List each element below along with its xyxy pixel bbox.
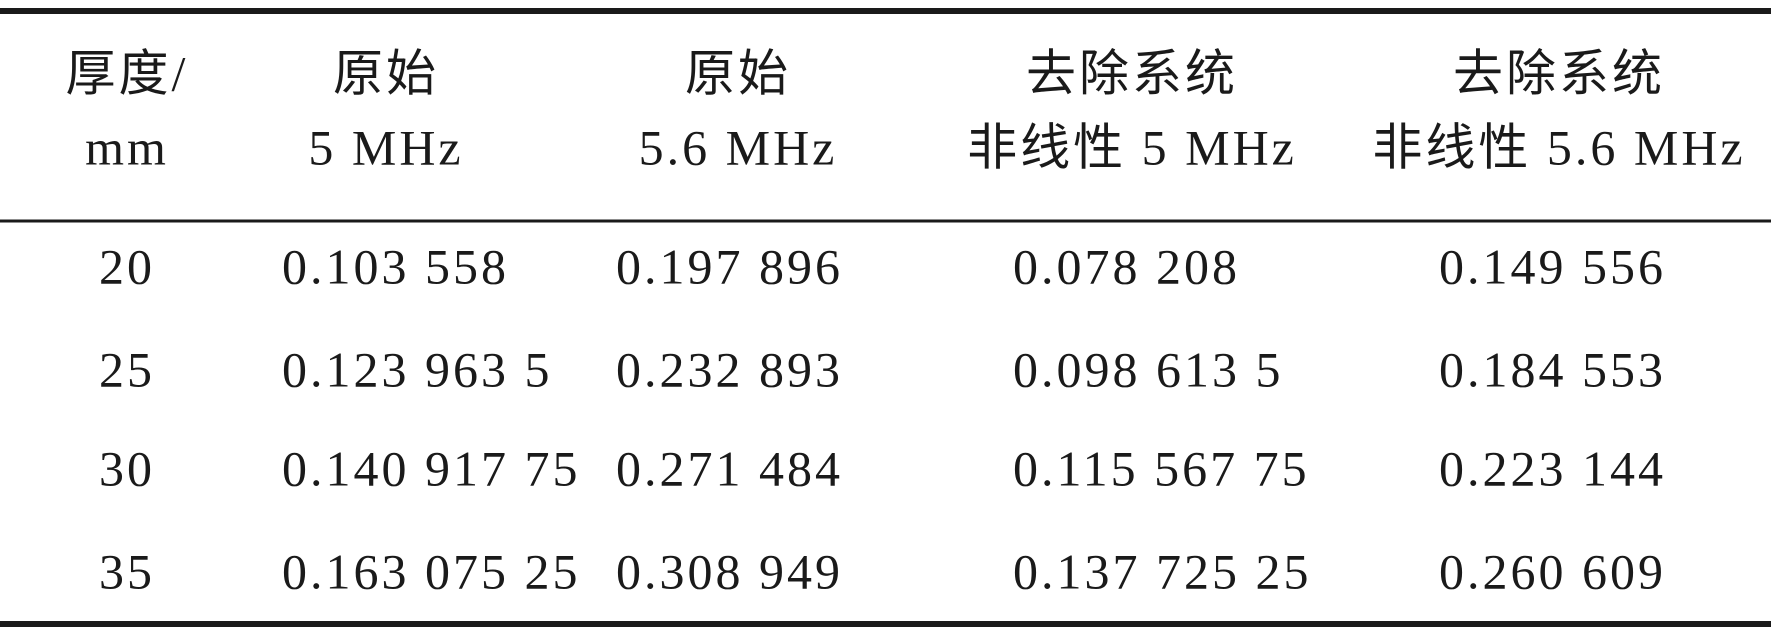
header-cell: 厚度/ xyxy=(66,45,189,101)
table-cell: 0.223 144 xyxy=(1439,440,1666,496)
table-cell: 0.137 725 25 xyxy=(1013,543,1312,599)
table-cell: 0.163 075 25 xyxy=(282,543,581,599)
header-cell: 非线性 5 MHz xyxy=(967,119,1297,175)
header-cell: 5.6 MHz xyxy=(639,119,838,175)
table-cell: 0.098 613 5 xyxy=(1013,341,1284,397)
table-cell: 0.271 484 xyxy=(616,440,843,496)
table-cell: 0.123 963 5 xyxy=(282,341,553,397)
table-cell: 0.308 949 xyxy=(616,543,843,599)
header-cell: 原始 xyxy=(685,45,791,101)
table-cell: 25 xyxy=(99,341,155,397)
table-cell: 0.260 609 xyxy=(1439,543,1666,599)
header-cell: 去除系统 xyxy=(1453,45,1665,101)
table-cell: 0.115 567 75 xyxy=(1013,440,1310,496)
table-cell: 0.232 893 xyxy=(616,341,843,397)
table-cell: 0.149 556 xyxy=(1439,238,1666,294)
table-cell: 35 xyxy=(99,543,155,599)
table-cell: 0.078 208 xyxy=(1013,238,1240,294)
header-cell: 非线性 5.6 MHz xyxy=(1372,119,1745,175)
table-cell: 30 xyxy=(99,440,155,496)
header-cell: mm xyxy=(85,119,169,175)
table-cell: 0.140 917 75 xyxy=(282,440,581,496)
table-cell: 0.197 896 xyxy=(616,238,843,294)
header-cell: 原始 xyxy=(333,45,439,101)
table-cell: 0.184 553 xyxy=(1439,341,1666,397)
table-cell: 0.103 558 xyxy=(282,238,509,294)
header-cell: 5 MHz xyxy=(308,119,463,175)
header-cell: 去除系统 xyxy=(1026,45,1238,101)
table-cell: 20 xyxy=(99,238,155,294)
